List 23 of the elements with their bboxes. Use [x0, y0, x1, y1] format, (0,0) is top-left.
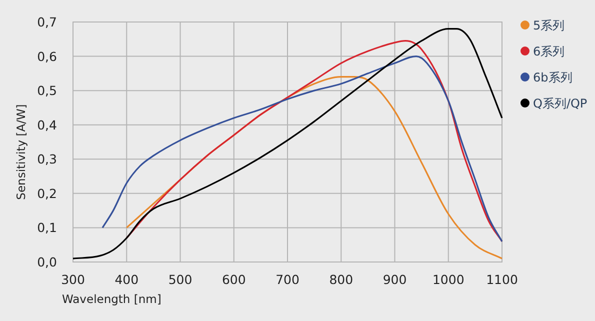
y-tick-label: 0,2: [37, 186, 57, 201]
y-tick-label: 0,0: [37, 254, 58, 270]
y-tick-label: 0,3: [37, 152, 57, 167]
x-tick-label: 1100: [486, 272, 518, 287]
y-tick-label: 0,4: [37, 117, 58, 132]
x-tick-label: 1000: [432, 272, 464, 287]
legend-label: 6系列: [533, 44, 565, 58]
x-tick-label: 600: [222, 272, 246, 287]
x-axis-title: Wavelength [nm]: [62, 292, 162, 306]
x-tick-label: 300: [61, 272, 85, 287]
x-tick-label: 900: [382, 272, 407, 287]
x-tick-label: 700: [276, 272, 300, 287]
legend-label: 5系列: [533, 18, 565, 32]
x-tick-label: 800: [329, 272, 354, 287]
x-tick-label: 400: [114, 272, 139, 287]
x-tick-label: 500: [168, 272, 192, 287]
legend-label: Q系列/QP: [533, 96, 588, 110]
y-tick-label: 0,5: [37, 83, 57, 98]
legend-label: 6b系列: [533, 70, 572, 84]
y-tick-label: 0,1: [37, 220, 57, 236]
y-axis-title: Sensitivity [A/W]: [14, 104, 28, 200]
y-tick-label: 0,6: [37, 48, 58, 64]
y-tick-label: 0,7: [37, 14, 57, 30]
